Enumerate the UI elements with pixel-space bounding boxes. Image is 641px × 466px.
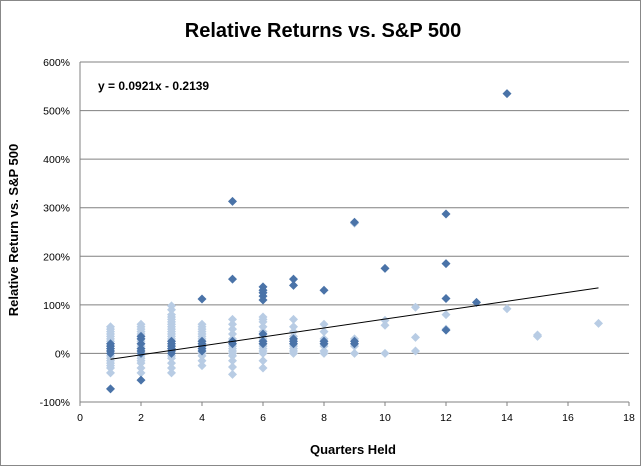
- data-point: [258, 295, 268, 305]
- x-tick-label: 10: [379, 412, 391, 424]
- data-point: [228, 274, 237, 284]
- data-point: [106, 368, 115, 378]
- data-point: [167, 368, 176, 378]
- data-point: [289, 274, 298, 284]
- x-tick-label: 12: [440, 412, 452, 424]
- y-tick-labels: -100% 0% 100% 200% 300% 400% 500% 600%: [40, 57, 70, 409]
- data-point: [228, 329, 237, 339]
- y-tick-label: 100%: [43, 300, 70, 312]
- data-point: [167, 310, 176, 320]
- data-point: [136, 344, 146, 354]
- data-point: [258, 363, 268, 373]
- data-point: [350, 348, 359, 358]
- axes: [79, 62, 629, 403]
- data-point: [258, 312, 268, 322]
- data-point: [167, 358, 176, 368]
- data-point: [106, 322, 115, 332]
- data-point: [228, 362, 237, 372]
- data-point: [197, 336, 207, 346]
- data-point: [228, 314, 237, 324]
- y-tick-label: 0%: [55, 348, 70, 360]
- data-point: [319, 285, 329, 295]
- x-tick-label: 16: [562, 412, 574, 424]
- data-point: [258, 322, 268, 332]
- data-point: [441, 209, 451, 219]
- x-tick-label: 18: [623, 412, 635, 424]
- data-point: [289, 327, 298, 337]
- data-point: [197, 294, 207, 304]
- data-point: [380, 348, 390, 358]
- data-point: [289, 322, 298, 332]
- data-points: [106, 89, 603, 394]
- data-point: [289, 280, 298, 290]
- trendline: [110, 287, 599, 360]
- data-point: [136, 375, 146, 385]
- data-point: [167, 301, 176, 311]
- data-point: [136, 339, 146, 349]
- data-point: [167, 336, 176, 346]
- data-point: [411, 302, 420, 312]
- data-point: [411, 346, 420, 356]
- data-point: [167, 363, 176, 373]
- data-point: [441, 310, 451, 320]
- data-point: [319, 336, 329, 346]
- data-point: [258, 336, 268, 346]
- data-point: [441, 325, 451, 335]
- y-tick-label: 600%: [43, 57, 70, 69]
- data-point: [228, 356, 237, 366]
- data-point: [106, 339, 115, 349]
- data-point: [350, 217, 359, 227]
- y-tick-label: 300%: [43, 203, 70, 215]
- x-tick-label: 14: [501, 412, 513, 424]
- x-tick-label: 8: [321, 412, 327, 424]
- data-point: [228, 369, 237, 379]
- x-axis-title: Quarters Held: [310, 442, 396, 457]
- chart-title: Relative Returns vs. S&P 500: [185, 20, 461, 42]
- x-tick-labels: 0 2 4 6 8 10 12 14 16 18: [77, 402, 635, 424]
- data-point: [380, 263, 390, 273]
- y-tick-label: 500%: [43, 106, 70, 118]
- data-point: [136, 331, 146, 341]
- data-point: [411, 332, 420, 342]
- y-tick-label: 200%: [43, 251, 70, 263]
- data-point: [228, 196, 237, 206]
- y-tick-label: 400%: [43, 154, 70, 166]
- data-point: [136, 363, 146, 373]
- data-point: [319, 327, 329, 337]
- data-point: [380, 320, 390, 330]
- data-point: [319, 319, 329, 329]
- trendline-equation: y = 0.0921x - 0.2139: [98, 79, 209, 93]
- data-point: [594, 318, 603, 328]
- data-point: [533, 330, 542, 340]
- data-point: [502, 89, 512, 99]
- data-point: [319, 346, 329, 356]
- x-tick-label: 2: [138, 412, 144, 424]
- data-point: [258, 356, 268, 366]
- x-tick-label: 6: [260, 412, 266, 424]
- data-point: [289, 334, 298, 344]
- data-point: [197, 356, 207, 366]
- data-point: [350, 336, 359, 346]
- data-point: [380, 315, 390, 325]
- data-point: [289, 314, 298, 324]
- data-point: [502, 304, 512, 314]
- data-point: [472, 297, 481, 307]
- data-point: [197, 361, 207, 371]
- data-point: [197, 319, 207, 329]
- x-tick-label: 0: [77, 412, 83, 424]
- data-point: [441, 294, 451, 304]
- data-point: [136, 319, 146, 329]
- y-axis-title: Relative Return vs. S&P 500: [6, 144, 21, 316]
- data-point: [106, 384, 115, 394]
- y-tick-label: -100%: [40, 397, 70, 409]
- data-point: [136, 368, 146, 378]
- trendline-path: [110, 287, 599, 360]
- data-point: [228, 324, 237, 334]
- data-point: [441, 259, 451, 269]
- data-point: [228, 319, 237, 329]
- x-tick-label: 4: [199, 412, 205, 424]
